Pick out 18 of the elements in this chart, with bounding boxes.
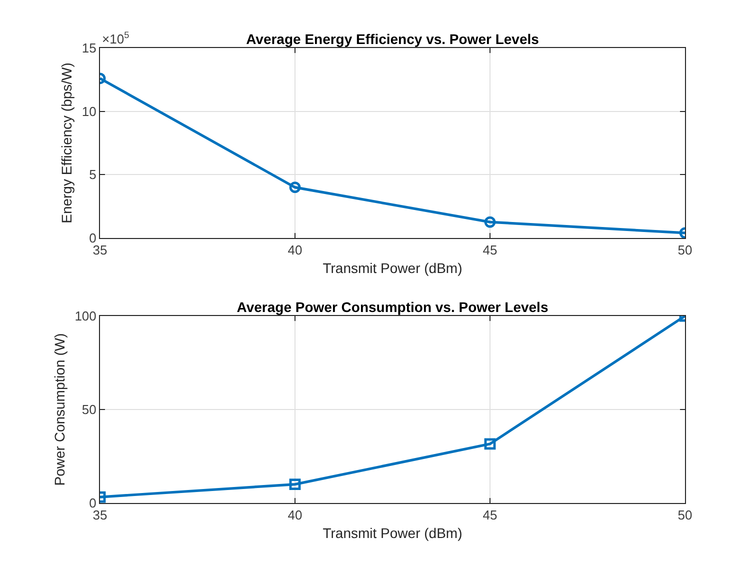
chart-title: Average Power Consumption vs. Power Levels bbox=[236, 299, 548, 315]
x-tick-label: 45 bbox=[482, 508, 498, 523]
x-tick-label: 40 bbox=[288, 508, 302, 523]
x-axis-title: Transmit Power (dBm) bbox=[322, 524, 462, 541]
x-axis-title: Transmit Power (dBm) bbox=[322, 260, 462, 276]
x-tick-label: 45 bbox=[482, 242, 498, 258]
y-axis-title: Energy Efficiency (bps/W) bbox=[58, 62, 75, 224]
y-axis-title: Power Consumption (W) bbox=[51, 333, 68, 486]
text: ×10$^{5}$ bbox=[102, 30, 130, 46]
y-tick-label: 100 bbox=[74, 308, 96, 324]
y-tick-label: 10 bbox=[82, 104, 96, 119]
y-tick-label: 15 bbox=[82, 40, 96, 56]
x-tick-label: 50 bbox=[678, 508, 692, 523]
chart-title: Average Energy Efficiency vs. Power Levels bbox=[246, 31, 540, 47]
y-tick-label: 5 bbox=[89, 167, 96, 182]
x-tick-label: 50 bbox=[678, 242, 692, 258]
x-tick-label: 40 bbox=[288, 242, 302, 258]
y-tick-label: 50 bbox=[82, 402, 96, 418]
